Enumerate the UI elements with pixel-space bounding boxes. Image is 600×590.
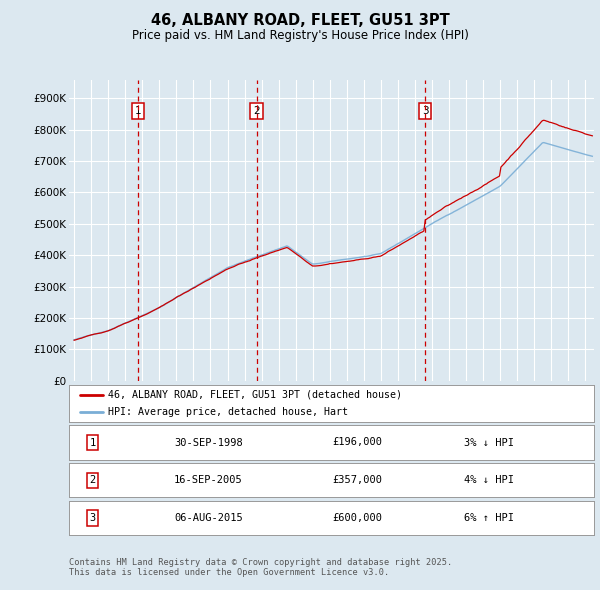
Text: Price paid vs. HM Land Registry's House Price Index (HPI): Price paid vs. HM Land Registry's House … <box>131 29 469 42</box>
Text: 46, ALBANY ROAD, FLEET, GU51 3PT (detached house): 46, ALBANY ROAD, FLEET, GU51 3PT (detach… <box>109 390 403 400</box>
Text: 2: 2 <box>89 476 96 485</box>
Text: 1: 1 <box>135 106 142 116</box>
Text: £357,000: £357,000 <box>333 476 383 485</box>
Text: 6% ↑ HPI: 6% ↑ HPI <box>464 513 514 523</box>
Text: 3: 3 <box>422 106 428 116</box>
Text: 46, ALBANY ROAD, FLEET, GU51 3PT: 46, ALBANY ROAD, FLEET, GU51 3PT <box>151 13 449 28</box>
Text: HPI: Average price, detached house, Hart: HPI: Average price, detached house, Hart <box>109 407 349 417</box>
Text: 16-SEP-2005: 16-SEP-2005 <box>174 476 243 485</box>
Text: Contains HM Land Registry data © Crown copyright and database right 2025.
This d: Contains HM Land Registry data © Crown c… <box>69 558 452 577</box>
Text: 1: 1 <box>89 438 96 447</box>
Text: 4% ↓ HPI: 4% ↓ HPI <box>464 476 514 485</box>
Text: 3% ↓ HPI: 3% ↓ HPI <box>464 438 514 447</box>
Text: £196,000: £196,000 <box>333 438 383 447</box>
Text: 2: 2 <box>253 106 260 116</box>
Text: 06-AUG-2015: 06-AUG-2015 <box>174 513 243 523</box>
Text: £600,000: £600,000 <box>333 513 383 523</box>
Text: 3: 3 <box>89 513 96 523</box>
Text: 30-SEP-1998: 30-SEP-1998 <box>174 438 243 447</box>
